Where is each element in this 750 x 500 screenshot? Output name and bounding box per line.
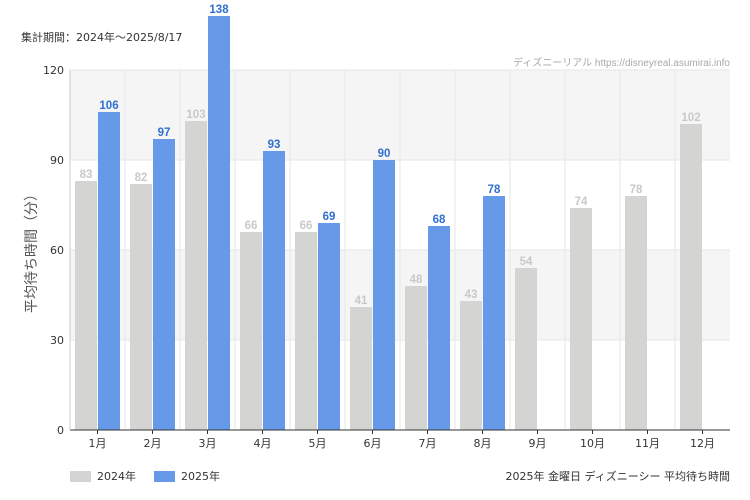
data-label: 54 bbox=[520, 256, 533, 268]
x-tick-label: 8月 bbox=[474, 437, 492, 450]
data-label: 82 bbox=[135, 172, 148, 184]
data-label: 66 bbox=[245, 220, 258, 232]
data-label: 69 bbox=[323, 211, 336, 223]
bar-2025年 bbox=[208, 16, 230, 430]
chart-footer-title: 2025年 金曜日 ディズニーシー 平均待ち時間 bbox=[505, 470, 731, 483]
x-tick-label: 10月 bbox=[580, 437, 605, 450]
bar-2024年 bbox=[350, 307, 372, 430]
data-label: 90 bbox=[378, 148, 391, 160]
data-label: 41 bbox=[355, 295, 368, 307]
bar-2024年 bbox=[460, 301, 482, 430]
bar-2024年 bbox=[405, 286, 427, 430]
data-label: 78 bbox=[630, 184, 643, 196]
gridlines bbox=[70, 69, 730, 430]
legend: 2024年 2025年 bbox=[70, 468, 220, 484]
x-tick-label: 3月 bbox=[199, 437, 217, 450]
bars bbox=[75, 16, 702, 430]
x-tick-label: 12月 bbox=[690, 437, 715, 450]
bar-2025年 bbox=[153, 139, 175, 430]
data-label: 102 bbox=[681, 112, 700, 124]
data-label: 97 bbox=[158, 127, 171, 139]
y-tick-label: 90 bbox=[50, 154, 64, 167]
data-label: 74 bbox=[575, 196, 588, 208]
legend-item-2025[interactable]: 2025年 bbox=[154, 468, 220, 484]
bar-2024年 bbox=[570, 208, 592, 430]
legend-label-2025: 2025年 bbox=[181, 470, 220, 483]
x-tick-label: 11月 bbox=[635, 437, 660, 450]
bar-2025年 bbox=[373, 160, 395, 430]
x-tick-label: 1月 bbox=[89, 437, 107, 450]
y-tick-label: 120 bbox=[43, 64, 64, 77]
data-label: 68 bbox=[433, 214, 446, 226]
legend-label-2024: 2024年 bbox=[97, 470, 136, 483]
data-label: 83 bbox=[80, 169, 93, 181]
bar-2024年 bbox=[515, 268, 537, 430]
y-axis-label: 平均待ち時間（分） bbox=[24, 187, 40, 313]
bar-2024年 bbox=[240, 232, 262, 430]
legend-swatch-2025 bbox=[154, 470, 175, 482]
period-label: 集計期間：2024年～2025/8/17 bbox=[21, 31, 183, 44]
data-label: 106 bbox=[99, 100, 118, 112]
bar-2025年 bbox=[318, 223, 340, 430]
legend-swatch-2024 bbox=[70, 470, 91, 482]
bar-2025年 bbox=[428, 226, 450, 430]
data-label: 78 bbox=[488, 184, 501, 196]
x-tick-label: 2月 bbox=[144, 437, 162, 450]
x-tick-label: 4月 bbox=[254, 437, 272, 450]
bar-2025年 bbox=[263, 151, 285, 430]
x-tick-label: 7月 bbox=[419, 437, 437, 450]
value-labels: 83 106 82 97 103 138 66 93 66 69 41 90 48 68 43 78 54 74 7… bbox=[80, 4, 701, 307]
data-label: 43 bbox=[465, 289, 478, 301]
data-label: 93 bbox=[268, 139, 281, 151]
x-tick-label: 5月 bbox=[309, 437, 327, 450]
data-label: 103 bbox=[186, 109, 205, 121]
data-label: 48 bbox=[410, 274, 423, 286]
data-label: 138 bbox=[209, 4, 229, 16]
y-tick-label: 60 bbox=[50, 244, 64, 257]
bar-2024年 bbox=[75, 181, 97, 430]
legend-item-2024[interactable]: 2024年 bbox=[70, 468, 136, 484]
bar-2025年 bbox=[483, 196, 505, 430]
bar-2024年 bbox=[130, 184, 152, 430]
bar-2024年 bbox=[295, 232, 317, 430]
data-label: 66 bbox=[300, 220, 313, 232]
x-tick-label: 6月 bbox=[364, 437, 382, 450]
bar-2025年 bbox=[98, 112, 120, 430]
bar-2024年 bbox=[185, 121, 207, 430]
site-credit: ディズニーリアル https://disneyreal.asumirai.inf… bbox=[512, 58, 730, 69]
x-tick-label: 9月 bbox=[529, 437, 547, 450]
axes: 0 30 60 90 120 1月 2月 3月 4月 5月 6月 7月 8月 9月 10月 11月 12月 bbox=[43, 64, 730, 450]
y-tick-label: 0 bbox=[57, 424, 64, 437]
bar-2024年 bbox=[680, 124, 702, 430]
bar-2024年 bbox=[625, 196, 647, 430]
y-tick-label: 30 bbox=[50, 334, 64, 347]
